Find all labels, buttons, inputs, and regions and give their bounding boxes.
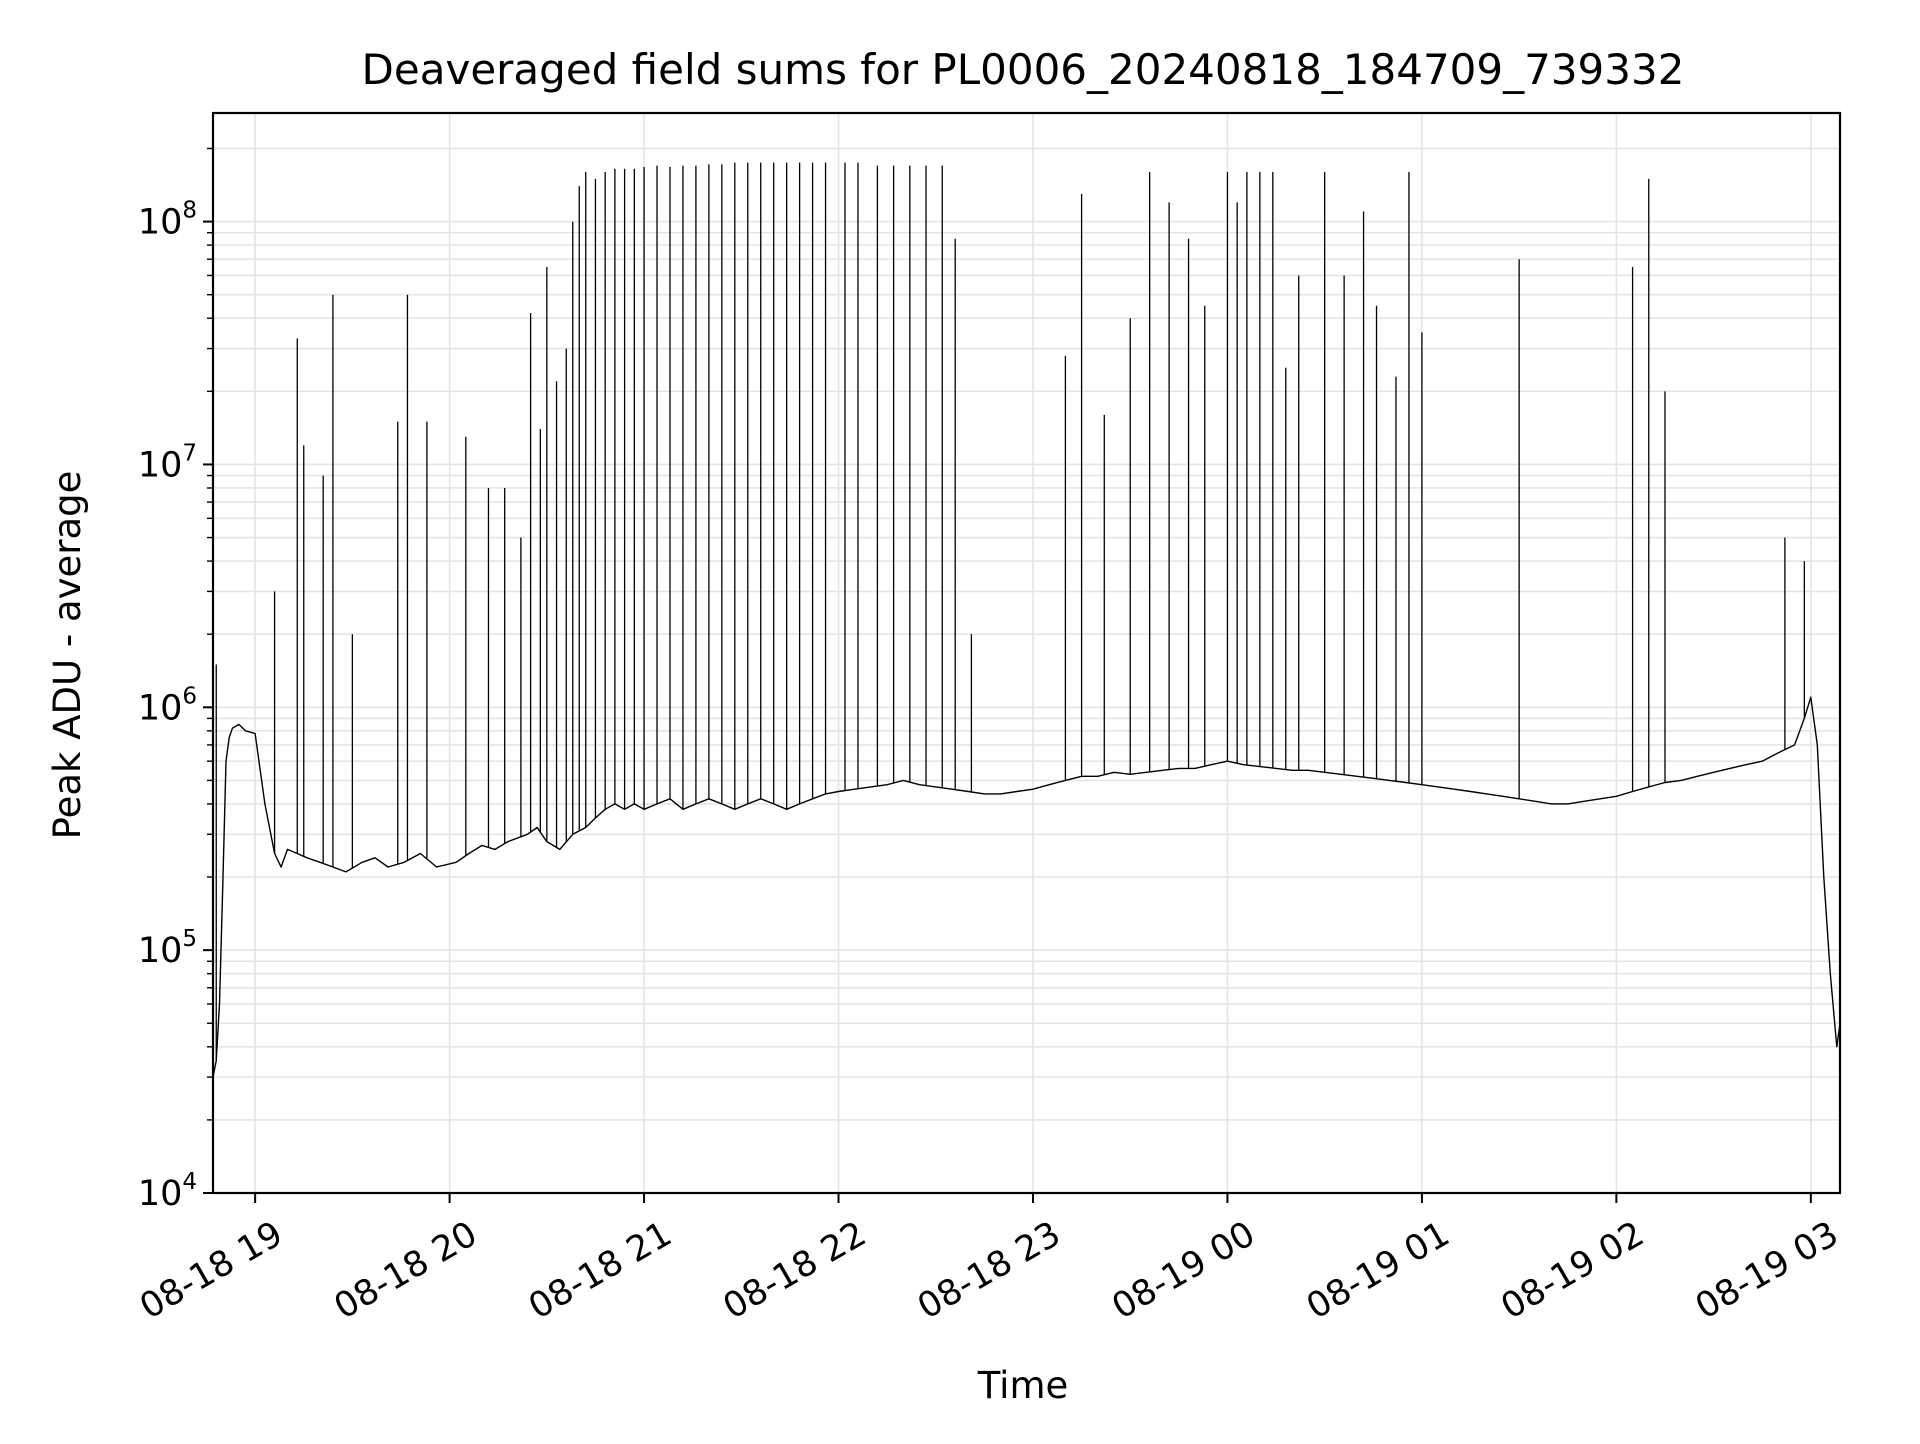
y-tick-label: 106 (138, 683, 197, 728)
x-axis-label: Time (977, 1364, 1069, 1407)
plot-frame (211, 111, 1842, 1195)
y-axis-label: Peak ADU - average (46, 471, 89, 840)
grid-lines (213, 113, 1840, 1194)
y-axis-ticks: 104 105 106 107 108 (138, 147, 213, 1214)
y-tick-label: 108 (138, 198, 197, 243)
series-layer (212, 162, 1841, 1078)
y-tick-label: 107 (138, 440, 197, 485)
y-tick-label: 105 (138, 926, 197, 971)
chart-title: Deaveraged field sums for PL0006_2024081… (362, 45, 1685, 94)
y-tick-label: 104 (138, 1169, 197, 1214)
series-line (212, 696, 1841, 1078)
